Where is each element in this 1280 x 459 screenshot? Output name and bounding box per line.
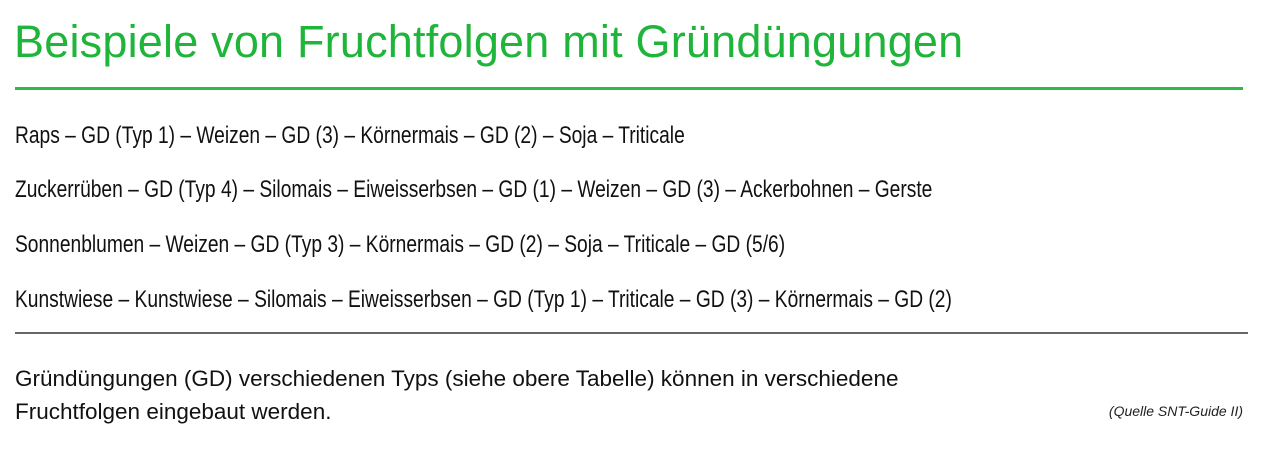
source-citation: (Quelle SNT-Guide II)	[1108, 403, 1243, 419]
rotation-example: Zuckerrüben – GD (Typ 4) – Silomais – Ei…	[15, 176, 933, 203]
note-line-1: Gründüngungen (GD) verschiedenen Typs (s…	[15, 366, 899, 391]
page-title: Beispiele von Fruchtfolgen mit Gründüngu…	[14, 16, 964, 67]
rotation-example: Sonnenblumen – Weizen – GD (Typ 3) – Kör…	[15, 231, 786, 258]
rotation-example: Kunstwiese – Kunstwiese – Silomais – Eiw…	[15, 286, 952, 313]
title-divider	[15, 87, 1243, 90]
rotation-example: Raps – GD (Typ 1) – Weizen – GD (3) – Kö…	[15, 122, 685, 149]
note-line-2: Fruchtfolgen eingebaut werden.	[15, 399, 332, 424]
section-divider	[15, 332, 1248, 334]
note-paragraph: Gründüngungen (GD) verschiedenen Typs (s…	[15, 362, 1135, 428]
